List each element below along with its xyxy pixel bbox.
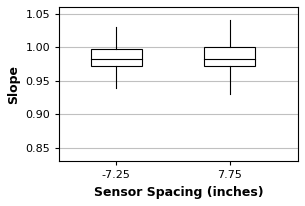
X-axis label: Sensor Spacing (inches): Sensor Spacing (inches)	[94, 186, 264, 199]
Y-axis label: Slope: Slope	[7, 65, 20, 104]
Bar	[91, 49, 142, 66]
Bar	[204, 47, 255, 66]
